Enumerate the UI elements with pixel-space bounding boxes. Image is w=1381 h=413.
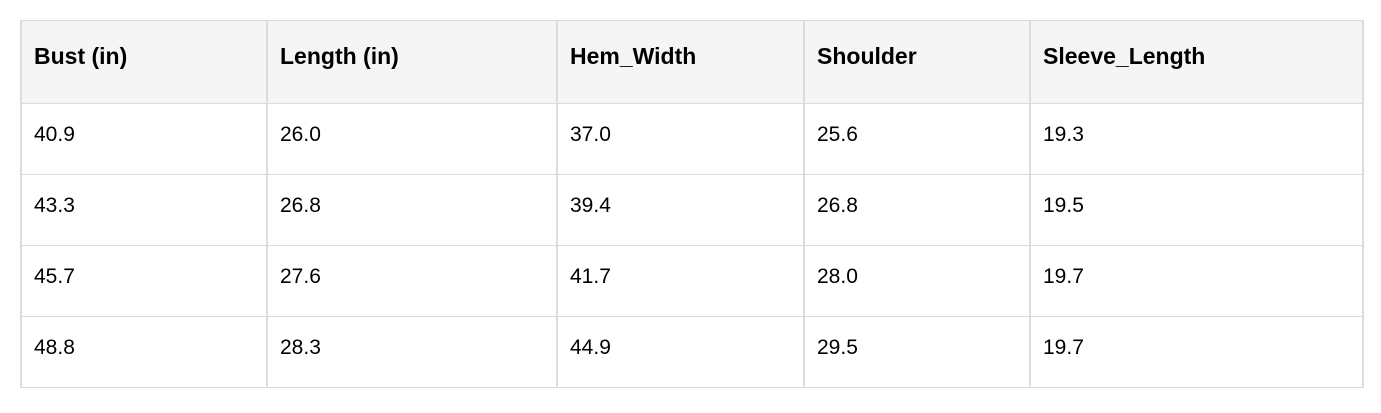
table-row: 43.3 26.8 39.4 26.8 19.5 <box>20 174 1364 246</box>
column-header: Hem_Width <box>556 20 805 104</box>
column-header: Length (in) <box>266 20 558 104</box>
table-cell: 27.6 <box>266 245 558 317</box>
table-cell: 28.3 <box>266 316 558 388</box>
column-header: Shoulder <box>803 20 1031 104</box>
table-cell: 41.7 <box>556 245 805 317</box>
table-cell: 48.8 <box>20 316 268 388</box>
column-header: Bust (in) <box>20 20 268 104</box>
table-cell: 45.7 <box>20 245 268 317</box>
table-cell: 26.8 <box>266 174 558 246</box>
table-row: 48.8 28.3 44.9 29.5 19.7 <box>20 316 1364 388</box>
table-cell: 19.5 <box>1029 174 1364 246</box>
table-cell: 29.5 <box>803 316 1031 388</box>
table-cell: 19.7 <box>1029 316 1364 388</box>
table-cell: 39.4 <box>556 174 805 246</box>
table-cell: 40.9 <box>20 103 268 175</box>
table-cell: 25.6 <box>803 103 1031 175</box>
header-row: Bust (in) Length (in) Hem_Width Shoulder… <box>20 20 1364 104</box>
size-chart-table: Bust (in) Length (in) Hem_Width Shoulder… <box>20 20 1364 388</box>
table-cell: 19.3 <box>1029 103 1364 175</box>
table-cell: 43.3 <box>20 174 268 246</box>
table-cell: 26.8 <box>803 174 1031 246</box>
table-cell: 26.0 <box>266 103 558 175</box>
table-cell: 28.0 <box>803 245 1031 317</box>
table-cell: 44.9 <box>556 316 805 388</box>
table-row: 45.7 27.6 41.7 28.0 19.7 <box>20 245 1364 317</box>
table-cell: 37.0 <box>556 103 805 175</box>
table-cell: 19.7 <box>1029 245 1364 317</box>
table-row: 40.9 26.0 37.0 25.6 19.3 <box>20 103 1364 175</box>
column-header: Sleeve_Length <box>1029 20 1364 104</box>
